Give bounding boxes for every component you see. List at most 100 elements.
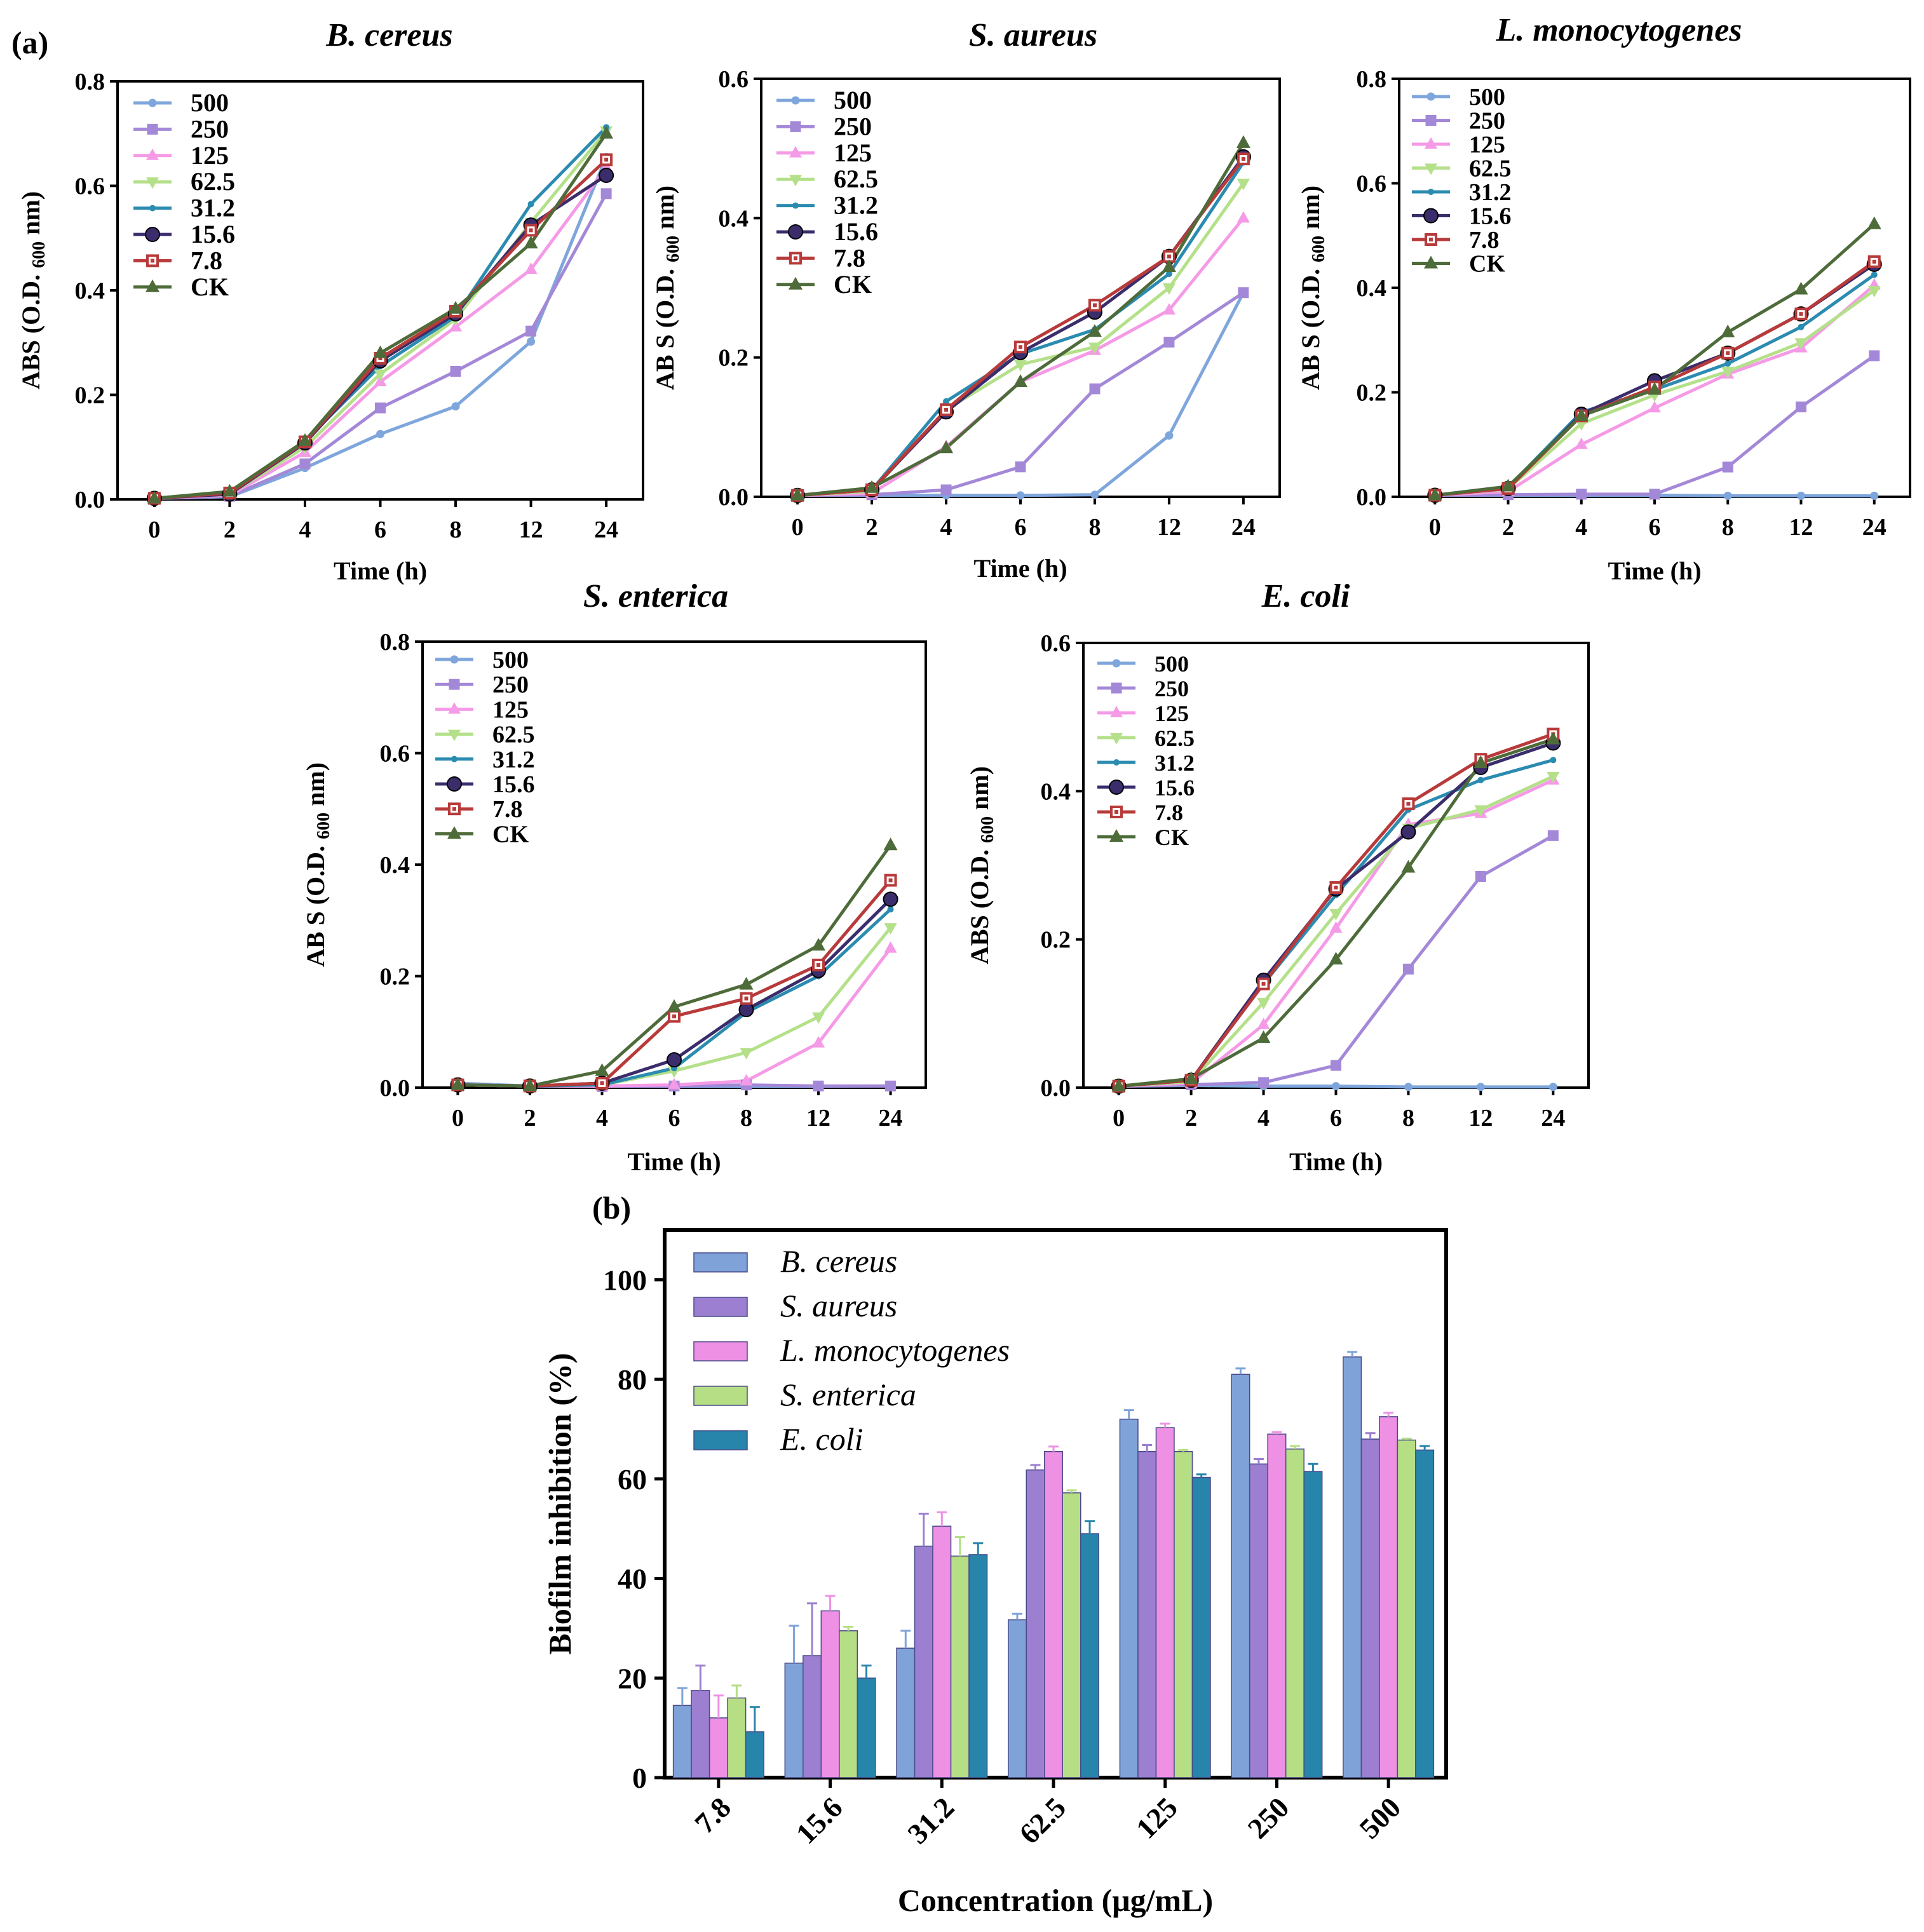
x-axis-label: Concentration (μg/mL) bbox=[898, 1882, 1213, 1918]
data-point bbox=[1723, 491, 1732, 500]
data-point bbox=[1722, 461, 1733, 473]
bar bbox=[1303, 1471, 1323, 1778]
data-point bbox=[1165, 431, 1174, 440]
data-point bbox=[524, 262, 538, 274]
data-point bbox=[1162, 283, 1175, 295]
x-tick-label: 8 bbox=[740, 1105, 752, 1132]
legend-label: 62.5 bbox=[1155, 726, 1195, 751]
legend-label: 250 bbox=[191, 114, 229, 143]
x-tick-label: 4 bbox=[299, 517, 311, 543]
legend-marker bbox=[1109, 780, 1124, 795]
data-point bbox=[524, 235, 538, 248]
data-point bbox=[1794, 338, 1808, 350]
data-point bbox=[147, 490, 161, 504]
data-point-core bbox=[1799, 312, 1803, 316]
data-point bbox=[1258, 1077, 1270, 1088]
data-point bbox=[1870, 491, 1879, 500]
y-tick-label: 0.6 bbox=[1357, 171, 1387, 198]
line-chart-3: 0.00.20.40.60.80 2 4 6 8 12 2450025012562.531.… bbox=[1296, 12, 1911, 585]
legend-label: 125 bbox=[1469, 132, 1505, 158]
data-point bbox=[1724, 360, 1731, 367]
legend-label: 125 bbox=[492, 696, 529, 723]
data-point bbox=[1547, 830, 1559, 841]
bar bbox=[1044, 1450, 1063, 1778]
data-point bbox=[1795, 402, 1806, 413]
x-tick-label: 8 bbox=[1402, 1105, 1414, 1132]
bar bbox=[1285, 1449, 1304, 1778]
bar bbox=[1397, 1439, 1416, 1778]
bar bbox=[1008, 1619, 1027, 1778]
x-tick-label: 6 bbox=[374, 517, 386, 543]
x-tick-label: 6 bbox=[668, 1105, 681, 1132]
legend-marker bbox=[147, 123, 158, 135]
data-point bbox=[1576, 489, 1587, 500]
legend-marker bbox=[789, 276, 803, 290]
y-tick-label: 0.8 bbox=[75, 69, 105, 95]
data-point bbox=[1648, 401, 1661, 413]
y-axis-label-sub: 600 bbox=[29, 241, 49, 268]
y-tick-label: 0.6 bbox=[1041, 630, 1071, 657]
legend-label: L. monocytogenes bbox=[780, 1332, 1010, 1368]
y-axis-label-main: ABS (O.D. bbox=[965, 843, 994, 964]
data-point bbox=[1574, 408, 1589, 421]
legend-label: 31.2 bbox=[492, 746, 535, 773]
y-tick-label: 0 bbox=[632, 1762, 647, 1794]
bar bbox=[1231, 1374, 1250, 1778]
legend-label: 250 bbox=[834, 112, 872, 140]
data-point bbox=[1184, 1071, 1198, 1084]
legend-label: 500 bbox=[191, 88, 229, 117]
x-tick-label: 62.5 bbox=[1013, 1791, 1072, 1850]
y-axis-label-main: AB S (O.D. bbox=[301, 839, 330, 967]
y-tick-label: 0.2 bbox=[1357, 380, 1387, 407]
x-axis-label: Time (h) bbox=[627, 1147, 721, 1176]
data-point bbox=[376, 429, 384, 438]
data-point bbox=[1649, 489, 1660, 500]
y-tick-label: 60 bbox=[618, 1463, 647, 1496]
data-point bbox=[885, 1080, 897, 1091]
data-point bbox=[1474, 805, 1487, 817]
data-point bbox=[1473, 755, 1488, 768]
data-point-core bbox=[816, 963, 821, 967]
bar bbox=[1343, 1356, 1362, 1778]
legend-marker-core bbox=[794, 256, 797, 260]
data-point bbox=[374, 369, 387, 381]
chart-title: S. aureus bbox=[969, 17, 1097, 53]
y-axis-label-sub: 600 bbox=[663, 236, 683, 262]
bar bbox=[932, 1525, 952, 1778]
y-axis-label-main: ABS (O.D. bbox=[17, 268, 45, 389]
data-point bbox=[1015, 461, 1026, 473]
data-point bbox=[1165, 271, 1172, 278]
legend-label: 15.6 bbox=[191, 220, 235, 248]
chart-title: E. coli bbox=[1261, 578, 1350, 614]
y-tick-label: 0.2 bbox=[719, 345, 749, 372]
legend-label: 15.6 bbox=[1155, 775, 1195, 800]
data-point bbox=[865, 480, 879, 493]
data-point bbox=[1476, 1083, 1485, 1091]
y-tick-label: 0.4 bbox=[719, 205, 749, 232]
data-point bbox=[1087, 324, 1102, 337]
legend-label: 500 bbox=[492, 647, 529, 673]
legend-label: 250 bbox=[492, 672, 529, 698]
legend-marker bbox=[146, 279, 159, 292]
bar bbox=[784, 1663, 804, 1778]
data-point bbox=[1548, 1083, 1557, 1091]
legend-label: 31.2 bbox=[1155, 750, 1195, 776]
legend-marker bbox=[1425, 115, 1437, 126]
y-tick-label: 0.0 bbox=[1041, 1075, 1071, 1102]
data-point bbox=[1331, 1060, 1341, 1071]
y-axis-label-end: nm) bbox=[1296, 186, 1325, 236]
data-point bbox=[1013, 374, 1027, 388]
bar bbox=[950, 1555, 970, 1778]
data-point-core bbox=[944, 407, 949, 412]
data-point bbox=[1257, 997, 1270, 1010]
y-axis-label: AB S (O.D. 600 nm) bbox=[1296, 186, 1329, 390]
y-tick-label: 40 bbox=[618, 1563, 647, 1595]
line-chart-1: 0.00.20.40.60.80 2 4 6 8 12 2450025012562.531.… bbox=[17, 17, 644, 585]
y-tick-label: 80 bbox=[618, 1363, 647, 1396]
data-point-core bbox=[1261, 982, 1266, 986]
data-point bbox=[1798, 323, 1805, 330]
legend-marker-core bbox=[1429, 238, 1433, 241]
data-point bbox=[1550, 757, 1557, 764]
data-point bbox=[1016, 491, 1025, 500]
legend-marker bbox=[448, 729, 461, 741]
